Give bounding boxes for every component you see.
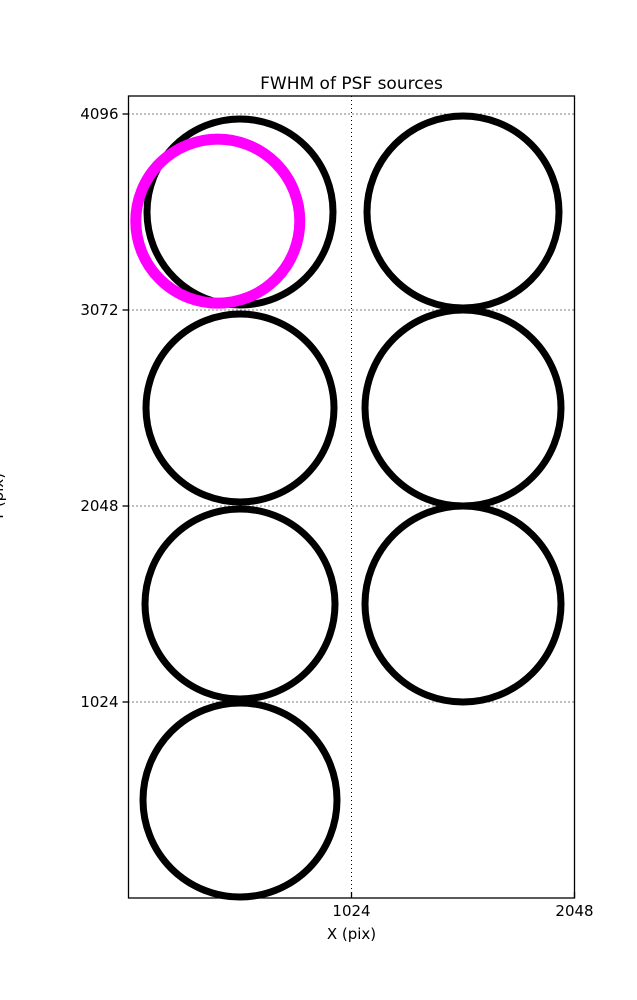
psf-circle-x512-y1536 [141, 505, 339, 703]
x-tick-label-1024: 1024 [332, 902, 370, 920]
x-tick-label-2048: 2048 [555, 902, 593, 920]
y-tick-label-2048: 2048 [80, 497, 118, 515]
psf-circle-x512-y2560 [142, 310, 338, 506]
psf-circle-x512-y512 [139, 699, 341, 901]
y-tick-label-3072: 3072 [80, 301, 118, 319]
highlight-circle-magenta [130, 133, 306, 309]
x-axis-label: X (pix) [326, 925, 377, 943]
psf-circle-x1536-y3584 [363, 112, 563, 312]
y-axis-label: Y (pix) [0, 472, 7, 521]
psf-circle-x1536-y2560 [361, 306, 565, 510]
axes-frame [127, 95, 576, 899]
psf-circle-x1536-y1536 [361, 502, 565, 706]
y-tick-label-1024: 1024 [80, 693, 118, 711]
chart-title: FWHM of PSF sources [260, 74, 443, 94]
y-tick-label-4096: 4096 [80, 105, 118, 123]
